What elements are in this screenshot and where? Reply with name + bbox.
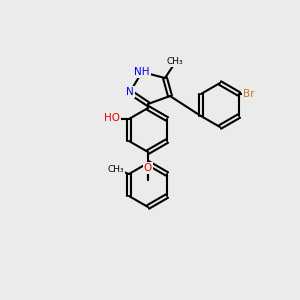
Text: HO: HO [104,113,120,123]
Text: Br: Br [243,89,255,99]
Text: N: N [126,87,134,97]
Text: CH₃: CH₃ [167,58,183,67]
Text: CH₃: CH₃ [108,164,124,173]
Text: NH: NH [134,67,150,77]
Text: O: O [144,163,152,173]
